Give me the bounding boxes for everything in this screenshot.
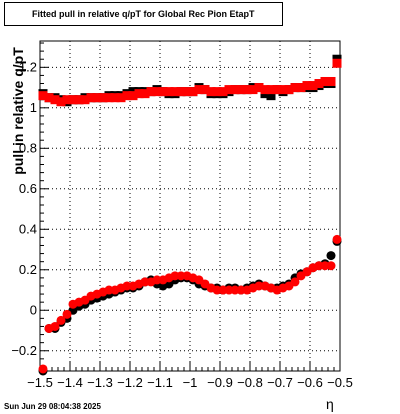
y-axis-label: pull in relative q/pT <box>10 47 26 175</box>
data-point-square <box>62 95 72 105</box>
data-point-square <box>266 85 276 95</box>
x-tick-label: −0.5 <box>327 375 353 390</box>
x-tick-label: −0.8 <box>237 375 263 390</box>
data-point-square <box>110 93 120 103</box>
data-point-circle <box>38 364 48 374</box>
data-point-square <box>164 87 174 97</box>
data-point-square <box>116 93 126 103</box>
data-point-square <box>218 87 228 97</box>
data-point-square <box>122 91 132 101</box>
data-point-square <box>68 95 78 105</box>
x-tick-label: −1.2 <box>117 375 143 390</box>
data-point-square <box>176 87 186 97</box>
data-point-circle <box>326 261 336 271</box>
data-point-square <box>44 93 54 103</box>
data-point-square <box>80 95 90 105</box>
y-tick-label: 1.2 <box>19 59 37 74</box>
data-point-square <box>326 76 336 86</box>
data-point-circle <box>62 309 72 319</box>
data-point-square <box>230 85 240 95</box>
data-point-square <box>212 87 222 97</box>
data-point-square <box>248 85 258 95</box>
chart-title: Fitted pull in relative q/pT for Global … <box>4 2 283 26</box>
data-point-square <box>206 87 216 97</box>
data-point-square <box>134 89 144 99</box>
data-point-square <box>188 87 198 97</box>
data-point-square <box>128 91 138 101</box>
data-point-square <box>308 81 318 91</box>
chart-title-text: Fitted pull in relative q/pT for Global … <box>32 9 255 19</box>
data-point-circle <box>326 251 336 261</box>
data-point-square <box>170 87 180 97</box>
data-point-square <box>194 85 204 95</box>
y-tick-label: 0.8 <box>19 140 37 155</box>
data-point-square <box>146 87 156 97</box>
data-point-square <box>38 91 48 101</box>
data-point-square <box>332 58 342 68</box>
x-tick-label: −1.4 <box>57 375 83 390</box>
y-tick-label: −0.2 <box>11 343 37 358</box>
y-tick-label: 0.2 <box>19 262 37 277</box>
data-point-square <box>200 85 210 95</box>
x-tick-label: −0.9 <box>207 375 233 390</box>
data-point-square <box>74 95 84 105</box>
x-tick-label: −1.1 <box>147 375 173 390</box>
data-point-square <box>92 93 102 103</box>
data-point-square <box>272 85 282 95</box>
data-point-square <box>224 85 234 95</box>
axes: −1.5 −1.4 −1.3 −1.2 −1.1 −1 −0.9 −0.8 −0.7 −0.6 −0… <box>11 40 353 390</box>
data-point-square <box>98 93 108 103</box>
data-point-circle <box>50 321 60 331</box>
x-tick-label: −0.7 <box>267 375 293 390</box>
data-point-square <box>104 93 114 103</box>
x-tick-label: −1.5 <box>27 375 53 390</box>
data-point-square <box>86 93 96 103</box>
data-markers <box>38 54 342 376</box>
data-point-square <box>302 81 312 91</box>
y-tick-label: 0.6 <box>19 181 37 196</box>
x-tick-label: −1 <box>183 375 198 390</box>
data-point-square <box>182 87 192 97</box>
y-tick-label: 0 <box>30 302 37 317</box>
data-point-square <box>278 85 288 95</box>
data-point-square <box>284 85 294 95</box>
data-point-square <box>56 97 66 107</box>
x-tick-label: −1.3 <box>87 375 113 390</box>
x-tick-label: −0.6 <box>297 375 323 390</box>
data-point-square <box>152 87 162 97</box>
data-point-square <box>158 87 168 97</box>
data-point-square <box>140 89 150 99</box>
data-point-square <box>266 91 276 101</box>
data-point-square <box>50 95 60 105</box>
x-axis-label: η <box>326 396 334 412</box>
data-point-square <box>320 76 330 86</box>
datestamp: Sun Jun 29 08:04:38 2025 <box>4 402 101 411</box>
data-point-square <box>236 85 246 95</box>
data-point-circle <box>56 315 66 325</box>
data-point-square <box>314 79 324 89</box>
data-point-square <box>296 83 306 93</box>
data-point-circle <box>290 277 300 287</box>
y-tick-label: 1 <box>30 100 37 115</box>
data-point-square <box>260 85 270 95</box>
data-point-square <box>242 85 252 95</box>
data-point-square <box>290 83 300 93</box>
y-tick-label: 0.4 <box>19 221 37 236</box>
data-point-square <box>254 83 264 93</box>
data-point-circle <box>332 234 342 244</box>
